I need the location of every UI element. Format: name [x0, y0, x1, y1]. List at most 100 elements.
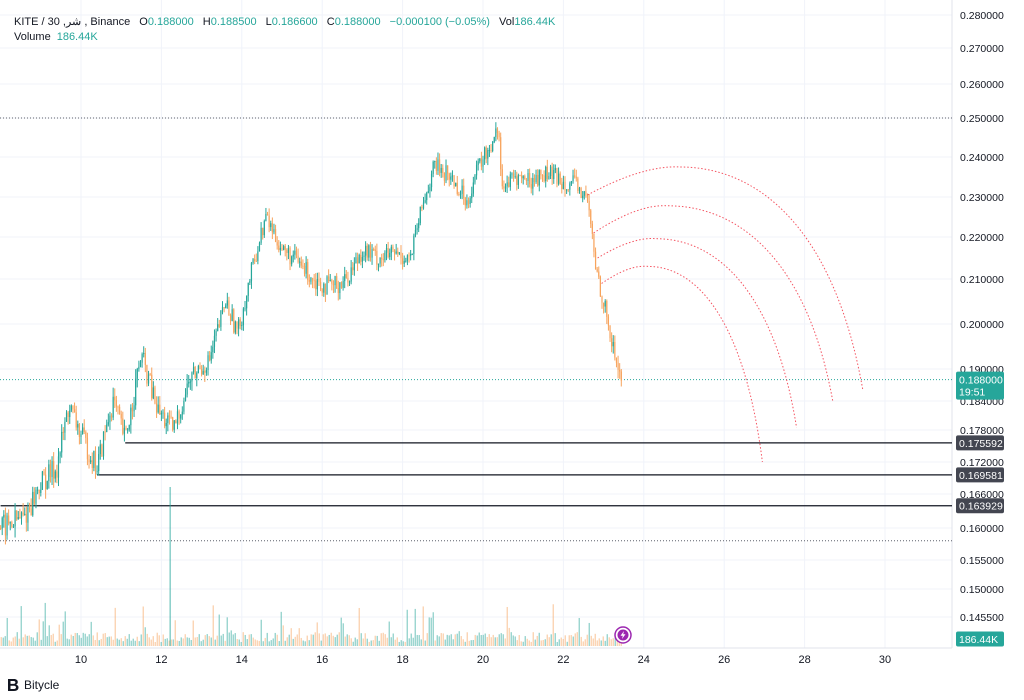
volume-bar [420, 639, 422, 646]
candle-body [371, 249, 373, 258]
candle-body [160, 412, 162, 415]
volume-bar [40, 639, 42, 646]
candle-body [88, 459, 90, 463]
volume-bar [154, 641, 156, 646]
volume-bar [538, 632, 540, 646]
volume-bar [252, 637, 254, 646]
candle-body [273, 229, 275, 233]
candle-body [332, 283, 335, 286]
candle-body [398, 252, 400, 254]
time-axis[interactable]: 10 12 14 16 18 20 22 24 26 28 30 [75, 654, 891, 666]
candle-body [167, 415, 169, 423]
candle-body [585, 191, 587, 196]
candle-body [307, 262, 309, 281]
candle-body [278, 245, 280, 251]
volume-bar [580, 636, 582, 646]
projection-arc [587, 166, 864, 391]
volume-bar [574, 633, 576, 646]
candle-body [284, 246, 286, 250]
candle-body [506, 182, 508, 187]
candle-body [360, 254, 362, 262]
candle-body [77, 424, 79, 428]
candle-body [508, 182, 510, 187]
volume-bar [596, 640, 598, 646]
volume-bar [530, 641, 532, 646]
lightning-icon[interactable] [614, 626, 632, 644]
candle-body [85, 431, 87, 438]
volume-bar [426, 633, 428, 646]
volume-bar [352, 641, 354, 646]
candle-body [373, 249, 375, 251]
candle-body [159, 404, 161, 415]
candle-body [617, 362, 619, 370]
candle-body [250, 263, 253, 282]
volume-bar [410, 633, 412, 646]
candle-body [482, 159, 484, 167]
volume-bar [458, 631, 460, 646]
volume-bar [590, 635, 592, 646]
volume-bar [408, 638, 410, 646]
volume-bar [404, 641, 406, 646]
candle-body [255, 260, 257, 262]
candle-body [475, 164, 478, 176]
volume-bar [504, 638, 506, 646]
candle-body [408, 255, 410, 257]
candle-body [16, 510, 18, 520]
candle-body [519, 175, 521, 177]
candle-body [294, 250, 296, 255]
candle-body [170, 416, 172, 418]
candle-body [387, 248, 389, 258]
symbol-title[interactable]: KITE / 30 ,شر , Binance [14, 16, 131, 28]
price-tick-label: 0.240000 [960, 152, 1004, 164]
candle-body [22, 512, 24, 515]
candle-body [569, 183, 571, 190]
candle-body [553, 170, 555, 180]
volume-bar [38, 619, 40, 646]
candle-body [225, 305, 227, 309]
candle-body [329, 280, 331, 282]
candle-body [25, 513, 27, 523]
candle-body [424, 200, 426, 203]
candle-body [157, 404, 159, 413]
volume-bar [560, 637, 562, 646]
candle-body [271, 223, 273, 233]
candle-body [429, 187, 431, 191]
candle-body [361, 256, 363, 262]
volume-bar [244, 634, 246, 646]
candle-body [168, 415, 171, 417]
candle-body [207, 355, 209, 371]
candle-body [24, 513, 26, 515]
candle-body [274, 229, 277, 243]
candle-body [321, 289, 323, 293]
volume-bar [604, 640, 606, 646]
candle-body [326, 276, 328, 295]
volume-bar [398, 641, 400, 646]
volume-bar [178, 640, 180, 646]
candle-body [32, 491, 34, 516]
price-axis[interactable]: 0.280000 0.270000 0.260000 0.250000 0.240000… [960, 10, 1004, 624]
candle-body [96, 471, 98, 473]
candle-body [242, 308, 245, 326]
volume-bar [482, 634, 484, 646]
candle-body [201, 369, 203, 375]
candle-body [194, 366, 196, 379]
candle-body [480, 158, 482, 167]
footer-brand[interactable]: Bitycle [6, 678, 59, 692]
level-price-tag-bg [956, 435, 1004, 451]
candle-body [125, 427, 127, 430]
price-tick-label: 0.166000 [960, 489, 1004, 501]
candle-body [268, 215, 270, 228]
volume-bar [236, 639, 238, 646]
candle-body [413, 235, 415, 254]
volume-bar [490, 637, 492, 646]
candle-body [220, 310, 222, 327]
candle-body [9, 522, 11, 524]
candle-body [402, 258, 404, 264]
candle-body [183, 400, 185, 412]
brand-name: Bitycle [24, 678, 60, 692]
volume-bar [290, 628, 292, 646]
candle-body [607, 316, 610, 326]
candle-body [57, 456, 60, 478]
